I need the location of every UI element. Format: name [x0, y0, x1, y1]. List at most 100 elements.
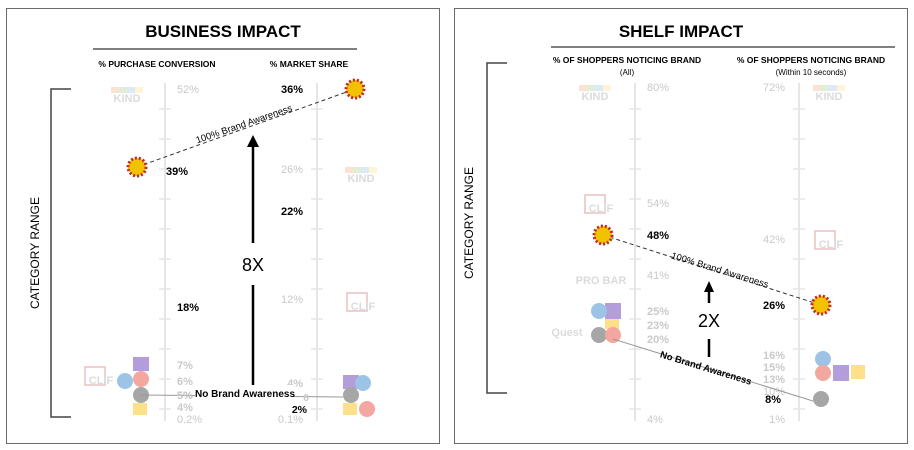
brand-square [605, 303, 621, 319]
brand-logo-text: PRO BAR [576, 275, 627, 287]
brand-dot [117, 373, 133, 389]
brand-tick-label: 42% [763, 234, 785, 246]
multiplier-label: 8X [242, 255, 264, 275]
brand-tick-label: 80% [647, 82, 669, 94]
probar-logo: PRO BAR [576, 275, 627, 287]
category-range-label: CATEGORY RANGE [28, 197, 42, 309]
data-label: 26% [763, 300, 785, 312]
brand-logo-text: Quest [551, 327, 583, 339]
brand-tick-label: 0.1% [278, 414, 303, 426]
kind-logo-block [587, 85, 595, 91]
brand-tick-label: 25% [647, 306, 669, 318]
clif-logo: CLIF [584, 194, 614, 215]
series-line-full-awareness [136, 88, 356, 168]
brand-logo-text: KIND [816, 91, 843, 103]
kind-logo-block [111, 87, 119, 93]
brand-tick-label: 5% [177, 390, 193, 402]
brand-dot [355, 375, 371, 391]
brand-dot [591, 327, 607, 343]
data-label: 36% [281, 84, 303, 96]
clif-logo: CLIF [84, 366, 114, 387]
brand-logo-text: KIND [582, 91, 609, 103]
brand-tick-label: 41% [647, 270, 669, 282]
marker-full-awareness-conversion [126, 156, 148, 178]
clif-logo-frame [814, 230, 836, 250]
brand-tick-label: 23% [647, 320, 669, 332]
brand-tick-label: 1% [769, 414, 785, 426]
brand-dot [813, 391, 829, 407]
brand-tick-label: 26% [281, 164, 303, 176]
brand-logo-text: CLIF [819, 239, 844, 251]
marker-full-awareness-10s [810, 294, 832, 316]
brand-tick-label: 52% [177, 84, 199, 96]
clif-logo-frame [584, 194, 606, 214]
brand-logo-text: KIND [114, 93, 141, 105]
series-label-full-awareness: 100% Brand Awareness [670, 251, 770, 291]
clif-logo-frame [84, 366, 106, 386]
data-label: 22% [281, 206, 303, 218]
brand-dot [591, 303, 607, 319]
column-header: % PURCHASE CONVERSION [98, 59, 215, 69]
chart-title: SHELF IMPACT [619, 22, 744, 41]
kind-logo-block [361, 167, 369, 173]
brand-tick-label: 12% [281, 294, 303, 306]
end-label: 2% [292, 404, 308, 416]
kind-logo-block [829, 85, 837, 91]
brand-tick-label: 54% [647, 198, 669, 210]
clif-logo: CLIF [346, 292, 376, 313]
kind-logo-block [127, 87, 135, 93]
kind-logo-block [595, 85, 603, 91]
data-label: 18% [177, 302, 199, 314]
multiplier-label: 2X [698, 311, 720, 331]
series-line-full-awareness [602, 234, 822, 306]
brand-tick-label: 13% [763, 374, 785, 386]
arrow-head [247, 135, 259, 147]
data-label: 8% [765, 394, 781, 406]
kind-logo: KIND [345, 167, 377, 185]
brand-logo-text: CLIF [351, 301, 376, 313]
brand-logo-text: CLIF [89, 375, 114, 387]
kind-logo-block [135, 87, 143, 93]
brand-tick-label: 10% [763, 386, 785, 398]
brand-logo-text: KIND [348, 173, 375, 185]
brand-tick-label: 4% [177, 402, 193, 414]
brand-tick-label: 16% [763, 350, 785, 362]
category-range-label: CATEGORY RANGE [462, 167, 476, 279]
marker-full-awareness-all [592, 224, 614, 246]
kind-logo-block [821, 85, 829, 91]
brand-tick-label: 6% [177, 376, 193, 388]
brand-tick-label: 72% [763, 82, 785, 94]
brand-dot [815, 351, 831, 367]
brand-dot [133, 371, 149, 387]
column-header: % MARKET SHARE [270, 59, 349, 69]
series-line-no-awareness [612, 338, 814, 402]
brand-dot [343, 387, 359, 403]
column-header: % OF SHOPPERS NOTICING BRAND [737, 55, 885, 65]
brand-tick-label: 20% [647, 334, 669, 346]
brand-square [833, 365, 849, 381]
clif-logo-frame [346, 292, 368, 312]
brand-square [343, 403, 357, 415]
brand-square [133, 403, 147, 415]
brand-square [605, 319, 619, 329]
data-label: 48% [647, 230, 669, 242]
brand-tick-label: 15% [763, 362, 785, 374]
chart-title: BUSINESS IMPACT [145, 22, 301, 41]
label-bg [195, 385, 293, 401]
end-label: 5% [177, 390, 193, 402]
brand-square [343, 375, 359, 389]
marker-full-awareness-share [344, 78, 366, 100]
brand-logo-text: CLIF [589, 203, 614, 215]
kind-logo-block [837, 85, 845, 91]
clif-logo: CLIF [814, 230, 844, 251]
series-label-no-awareness: No Brand Awareness [195, 389, 295, 400]
kind-logo-block [813, 85, 821, 91]
kind-logo-block [353, 167, 361, 173]
column-subheader: (All) [620, 68, 635, 77]
brand-square [133, 357, 149, 371]
brand-tick-label: 4% [647, 414, 663, 426]
arrow-head [704, 281, 714, 292]
kind-logo-block [119, 87, 127, 93]
quest-logo: Quest [551, 327, 583, 339]
column-subheader: (Within 10 seconds) [776, 68, 847, 77]
